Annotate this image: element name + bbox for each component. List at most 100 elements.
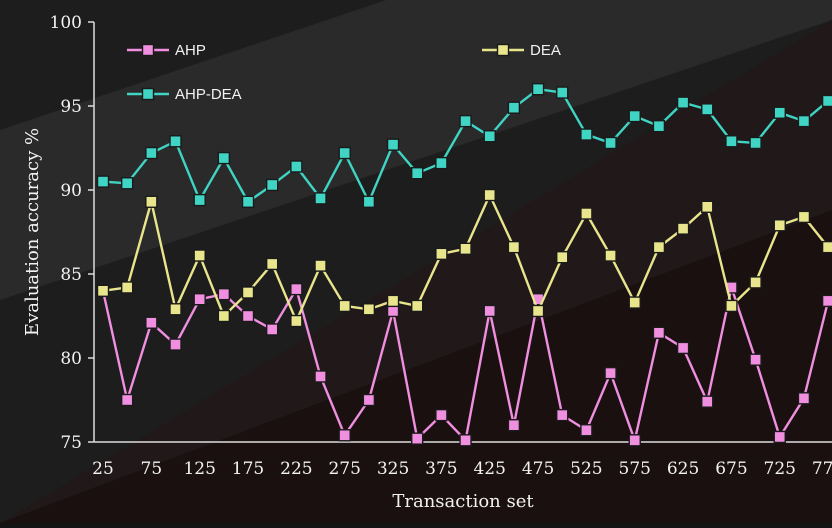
data-point-ahp <box>678 342 689 353</box>
x-tick-label: 375 <box>425 459 457 479</box>
data-point-ahp <box>823 295 832 306</box>
data-point-ahp <box>388 305 399 316</box>
data-point-dea <box>750 277 761 288</box>
data-point-ahp <box>146 317 157 328</box>
data-point-dea <box>702 201 713 212</box>
data-point-ahp-dea <box>194 195 205 206</box>
data-point-ahp <box>798 393 809 404</box>
x-tick-label: 225 <box>280 459 312 479</box>
data-point-ahp <box>702 396 713 407</box>
data-point-ahp-dea <box>436 158 447 169</box>
data-point-dea <box>823 242 832 253</box>
data-point-dea <box>339 300 350 311</box>
data-point-dea <box>146 196 157 207</box>
data-point-ahp <box>508 420 519 431</box>
y-tick-label: 80 <box>60 349 82 369</box>
data-point-dea <box>218 311 229 322</box>
data-point-dea <box>436 248 447 259</box>
x-tick-label: 325 <box>377 459 409 479</box>
y-tick-label: 90 <box>60 181 82 201</box>
data-point-dea <box>460 243 471 254</box>
data-point-dea <box>484 190 495 201</box>
data-point-ahp <box>605 368 616 379</box>
data-point-ahp <box>170 339 181 350</box>
data-point-dea <box>98 285 109 296</box>
data-point-dea <box>291 316 302 327</box>
data-point-ahp-dea <box>243 196 254 207</box>
y-tick-label: 100 <box>50 13 82 33</box>
data-point-dea <box>170 304 181 315</box>
data-point-ahp-dea <box>267 179 278 190</box>
data-point-ahp <box>291 284 302 295</box>
x-tick-label: 175 <box>232 459 264 479</box>
data-point-dea <box>629 297 640 308</box>
legend-label-ahp-dea: AHP-DEA <box>175 86 242 103</box>
data-point-ahp <box>653 327 664 338</box>
data-point-ahp-dea <box>605 137 616 148</box>
data-point-ahp <box>436 410 447 421</box>
data-point-ahp-dea <box>339 148 350 159</box>
data-point-ahp <box>122 395 133 406</box>
x-tick-label: 25 <box>92 459 114 479</box>
data-point-dea <box>388 295 399 306</box>
data-point-ahp <box>363 395 374 406</box>
x-tick-label: 575 <box>619 459 651 479</box>
data-point-ahp-dea <box>388 139 399 150</box>
x-tick-label: 75 <box>141 459 163 479</box>
data-point-ahp-dea <box>581 129 592 140</box>
legend-marker-ahp-dea <box>143 89 154 100</box>
x-axis-label: Transaction set <box>392 491 534 512</box>
data-point-ahp-dea <box>98 176 109 187</box>
data-point-dea <box>678 223 689 234</box>
data-point-ahp-dea <box>678 97 689 108</box>
x-tick-label: 525 <box>570 459 602 479</box>
data-point-ahp <box>774 431 785 442</box>
data-point-ahp-dea <box>508 102 519 113</box>
data-point-ahp-dea <box>460 116 471 127</box>
data-point-ahp <box>484 305 495 316</box>
x-tick-label: 475 <box>522 459 554 479</box>
data-point-ahp <box>267 324 278 335</box>
data-point-ahp-dea <box>291 161 302 172</box>
data-point-dea <box>726 300 737 311</box>
x-tick-label: 125 <box>183 459 215 479</box>
data-point-ahp-dea <box>315 193 326 204</box>
x-tick-label: 675 <box>715 459 747 479</box>
data-point-ahp-dea <box>218 153 229 164</box>
data-point-dea <box>557 252 568 263</box>
data-point-dea <box>774 220 785 231</box>
data-point-dea <box>653 242 664 253</box>
data-point-ahp <box>750 354 761 365</box>
data-point-ahp <box>581 425 592 436</box>
data-point-ahp <box>339 430 350 441</box>
data-point-ahp-dea <box>653 121 664 132</box>
data-point-dea <box>605 250 616 261</box>
x-tick-label: 775 <box>812 459 832 479</box>
data-point-dea <box>363 304 374 315</box>
data-point-ahp-dea <box>170 136 181 147</box>
data-point-ahp-dea <box>774 107 785 118</box>
data-point-ahp-dea <box>798 116 809 127</box>
y-tick-label: 85 <box>60 265 82 285</box>
data-point-ahp <box>412 433 423 444</box>
data-point-dea <box>122 282 133 293</box>
data-point-ahp <box>460 435 471 446</box>
data-point-ahp-dea <box>629 111 640 122</box>
x-tick-label: 425 <box>473 459 505 479</box>
data-point-dea <box>798 211 809 222</box>
x-tick-label: 725 <box>764 459 796 479</box>
data-point-dea <box>315 260 326 271</box>
data-point-dea <box>194 250 205 261</box>
legend-label-dea: DEA <box>530 42 561 59</box>
data-point-dea <box>508 242 519 253</box>
data-point-ahp-dea <box>412 168 423 179</box>
data-point-dea <box>533 305 544 316</box>
data-point-dea <box>267 258 278 269</box>
data-point-ahp <box>315 371 326 382</box>
data-point-ahp <box>194 294 205 305</box>
data-point-ahp-dea <box>726 136 737 147</box>
data-point-ahp-dea <box>557 87 568 98</box>
data-point-ahp-dea <box>823 95 832 106</box>
data-point-ahp-dea <box>363 196 374 207</box>
